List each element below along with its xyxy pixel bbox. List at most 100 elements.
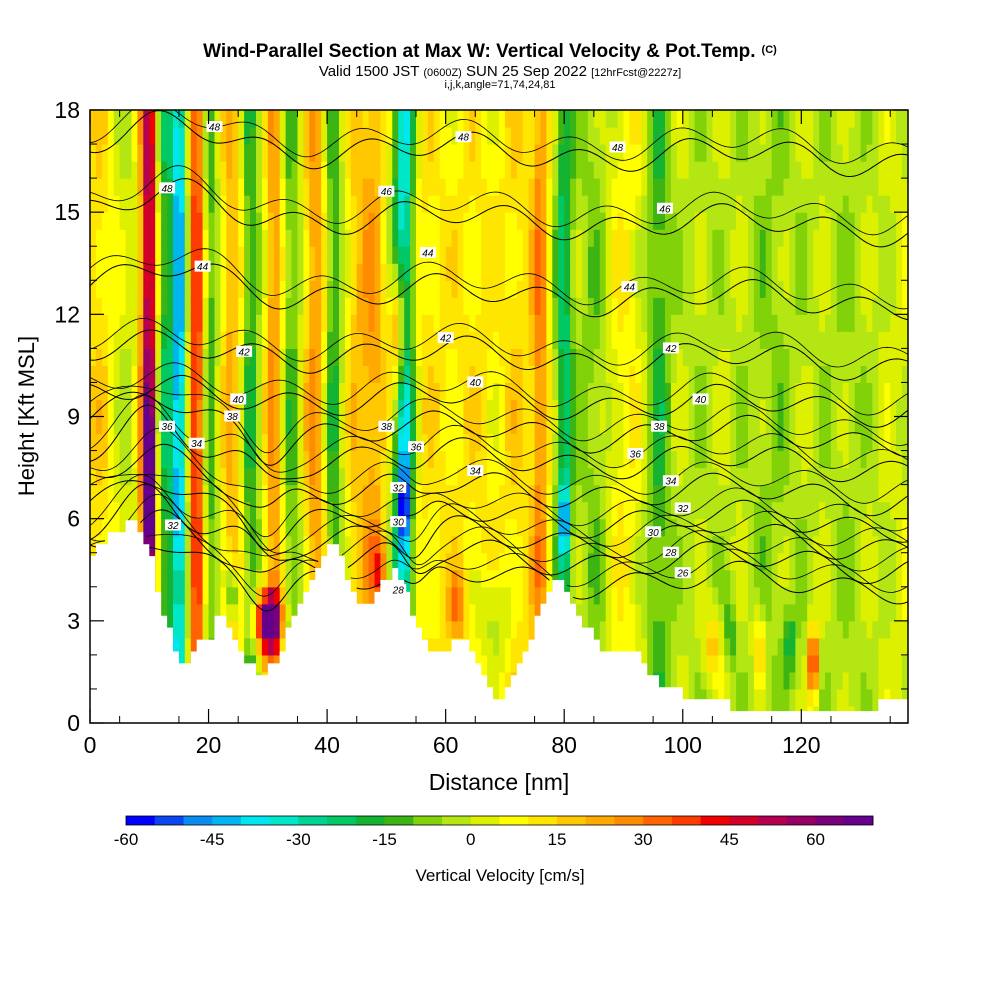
velocity-cell bbox=[398, 433, 405, 452]
velocity-cell bbox=[813, 399, 820, 418]
velocity-cell bbox=[232, 382, 239, 400]
velocity-cell bbox=[890, 110, 897, 128]
velocity-cell bbox=[125, 144, 133, 162]
velocity-cell bbox=[724, 382, 731, 400]
velocity-cell bbox=[534, 229, 542, 247]
velocity-cell bbox=[712, 382, 719, 400]
velocity-cell bbox=[303, 535, 310, 554]
velocity-cell bbox=[499, 297, 506, 315]
velocity-cell bbox=[860, 348, 868, 366]
velocity-cell bbox=[753, 501, 761, 520]
velocity-cell bbox=[665, 654, 672, 673]
velocity-cell bbox=[214, 195, 221, 213]
velocity-cell bbox=[842, 331, 850, 349]
velocity-cell bbox=[244, 467, 251, 486]
velocity-cell bbox=[291, 229, 298, 247]
velocity-cell bbox=[291, 365, 298, 383]
velocity-cell bbox=[214, 110, 221, 128]
velocity-cell bbox=[860, 637, 868, 656]
velocity-cell bbox=[647, 501, 654, 520]
velocity-cell bbox=[273, 280, 281, 298]
velocity-cell bbox=[848, 365, 856, 383]
velocity-cell bbox=[493, 212, 500, 230]
velocity-cell bbox=[321, 263, 328, 281]
velocity-cell bbox=[463, 110, 470, 128]
velocity-cell bbox=[694, 399, 702, 418]
velocity-cell bbox=[356, 229, 364, 247]
velocity-cell bbox=[540, 314, 547, 332]
velocity-cell bbox=[587, 484, 595, 503]
velocity-cell bbox=[161, 161, 168, 179]
velocity-cell bbox=[748, 518, 755, 537]
velocity-cell bbox=[155, 433, 162, 452]
velocity-cell bbox=[344, 178, 352, 196]
velocity-cell bbox=[256, 127, 263, 145]
velocity-cell bbox=[742, 586, 749, 605]
velocity-cell bbox=[303, 212, 310, 230]
velocity-cell bbox=[712, 654, 719, 673]
velocity-cell bbox=[333, 331, 340, 349]
velocity-cell bbox=[392, 450, 399, 469]
velocity-cell bbox=[445, 518, 453, 537]
velocity-cell bbox=[279, 382, 287, 400]
velocity-cell bbox=[125, 263, 133, 281]
velocity-cell bbox=[587, 399, 595, 418]
velocity-cell bbox=[653, 195, 660, 213]
velocity-cell bbox=[528, 433, 536, 452]
velocity-cell bbox=[653, 127, 660, 145]
velocity-cell bbox=[161, 586, 168, 605]
velocity-cell bbox=[374, 348, 381, 366]
velocity-cell bbox=[623, 382, 630, 400]
velocity-cell bbox=[552, 382, 559, 400]
velocity-cell bbox=[712, 535, 719, 554]
velocity-cell bbox=[522, 586, 530, 605]
velocity-cell bbox=[321, 382, 328, 400]
velocity-cell bbox=[730, 246, 737, 264]
velocity-cell bbox=[854, 688, 862, 707]
velocity-cell bbox=[161, 297, 168, 315]
velocity-cell bbox=[836, 263, 844, 281]
velocity-cell bbox=[813, 518, 820, 537]
velocity-cell bbox=[457, 450, 464, 469]
velocity-cell bbox=[143, 348, 150, 366]
velocity-cell bbox=[178, 535, 186, 554]
velocity-cell bbox=[410, 501, 417, 520]
velocity-cell bbox=[854, 365, 862, 383]
velocity-cell bbox=[504, 501, 512, 520]
theta-contour-minor bbox=[90, 474, 908, 554]
velocity-cell bbox=[356, 161, 364, 179]
velocity-cell bbox=[261, 399, 269, 418]
velocity-cell bbox=[836, 688, 844, 707]
velocity-cell bbox=[107, 450, 115, 469]
velocity-cell bbox=[184, 229, 192, 247]
velocity-cell bbox=[593, 246, 601, 264]
velocity-cell bbox=[902, 671, 908, 690]
velocity-cell bbox=[214, 297, 221, 315]
velocity-cell bbox=[706, 127, 713, 145]
velocity-cell bbox=[261, 603, 269, 622]
velocity-cell bbox=[795, 297, 802, 315]
velocity-cell bbox=[457, 603, 464, 622]
velocity-cell bbox=[682, 654, 690, 673]
velocity-cell bbox=[333, 467, 340, 486]
velocity-cell bbox=[273, 246, 281, 264]
velocity-cell bbox=[95, 416, 103, 435]
velocity-cell bbox=[457, 620, 464, 639]
velocity-cell bbox=[232, 433, 239, 452]
velocity-cell bbox=[546, 501, 553, 520]
velocity-cell bbox=[510, 297, 518, 315]
velocity-cell bbox=[451, 620, 459, 639]
velocity-cell bbox=[380, 484, 387, 503]
velocity-cell bbox=[475, 348, 482, 366]
theta-contour-minor bbox=[90, 362, 908, 416]
velocity-cell bbox=[362, 365, 370, 383]
velocity-cell bbox=[250, 195, 257, 213]
velocity-cell bbox=[344, 467, 352, 486]
velocity-cell bbox=[173, 263, 180, 281]
velocity-cell bbox=[291, 127, 298, 145]
velocity-cell bbox=[753, 399, 761, 418]
velocity-cell bbox=[587, 501, 595, 520]
velocity-cell bbox=[516, 144, 524, 162]
velocity-cell bbox=[570, 484, 577, 503]
velocity-cell bbox=[736, 569, 743, 588]
